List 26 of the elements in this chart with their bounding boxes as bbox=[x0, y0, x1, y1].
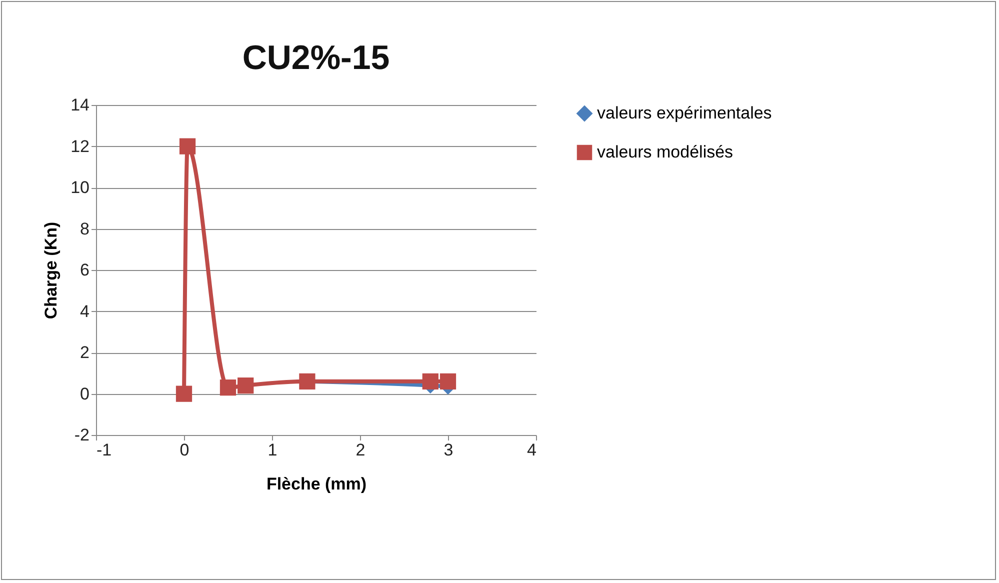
point bbox=[220, 380, 236, 396]
y-tick-label: 6 bbox=[80, 260, 90, 280]
y-tick-label: 12 bbox=[70, 136, 90, 156]
chart-title: CU2%-15 bbox=[242, 39, 390, 77]
y-tick-label: 2 bbox=[80, 343, 90, 362]
x-tick-label: 0 bbox=[180, 440, 190, 460]
x-tick-label: -1 bbox=[96, 440, 112, 460]
point bbox=[440, 373, 456, 390]
x-tick-label: 2 bbox=[356, 440, 366, 460]
legend-label: valeurs modélisés bbox=[597, 142, 734, 162]
point bbox=[179, 138, 196, 154]
point bbox=[176, 386, 192, 402]
x-tick-label: 1 bbox=[268, 440, 278, 460]
point bbox=[422, 373, 438, 390]
y-tick-label: 14 bbox=[70, 96, 90, 114]
y-tick-label: 4 bbox=[80, 302, 90, 321]
y-tick-label: 0 bbox=[80, 384, 90, 404]
point bbox=[238, 377, 254, 394]
y-tick-label: -2 bbox=[74, 426, 90, 444]
y-tick-label: 10 bbox=[70, 178, 90, 197]
x-tick-label: 4 bbox=[527, 440, 536, 460]
x-tick-label: 3 bbox=[444, 440, 454, 460]
legend-label: valeurs expérimentales bbox=[597, 104, 772, 122]
y-tick-label: 8 bbox=[80, 219, 90, 238]
x-axis-title: Flèche (mm) bbox=[266, 474, 367, 494]
y-axis-title: Charge (Kn) bbox=[42, 222, 61, 320]
